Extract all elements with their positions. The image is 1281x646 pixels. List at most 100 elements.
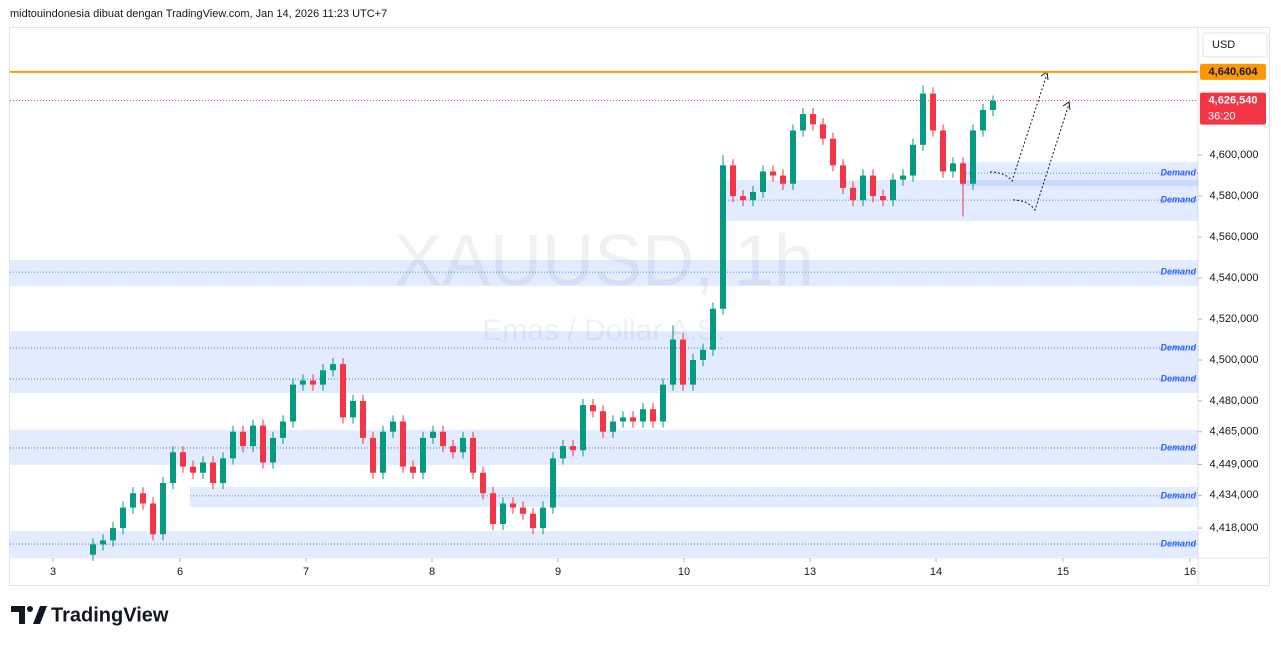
candle-body: [710, 308, 716, 350]
y-tick-label: 4,520,000: [1210, 313, 1259, 325]
candle-body: [530, 513, 536, 529]
candle-body: [970, 130, 976, 184]
candle-body: [290, 384, 296, 422]
candle-body: [860, 175, 866, 201]
candle-body: [310, 380, 316, 385]
candle-body: [630, 417, 636, 422]
candle-body: [410, 466, 416, 473]
y-tick-label: 4,560,000: [1210, 231, 1259, 243]
y-tick-label: 4,540,000: [1210, 272, 1259, 284]
candle-body: [300, 380, 306, 385]
zone-label: Demand: [1160, 538, 1196, 548]
candle-body: [450, 446, 456, 453]
candle-body: [320, 370, 326, 385]
plot-area: [10, 28, 1198, 558]
zone-label: Demand: [1160, 195, 1196, 205]
demand-zone: [725, 180, 1198, 222]
candle-body: [200, 462, 206, 473]
candle-body: [870, 175, 876, 197]
demand-zone: [190, 487, 1198, 507]
candle-body: [990, 100, 996, 110]
zone-label: Demand: [1160, 490, 1196, 500]
candle-body: [750, 191, 756, 201]
candle-body: [230, 431, 236, 459]
candle-body: [260, 425, 266, 463]
y-tick-label: 4,465,000: [1210, 426, 1259, 438]
target-label: 4,640,604: [1209, 66, 1259, 78]
x-tick-label: 7: [303, 566, 309, 578]
zone-label: Demand: [1160, 442, 1196, 452]
candle-body: [500, 503, 506, 524]
candle-body: [780, 175, 786, 184]
candle-body: [490, 493, 496, 524]
candle-body: [270, 437, 276, 463]
candle-body: [600, 411, 606, 432]
candle-body: [580, 405, 586, 451]
zone-label: Demand: [1160, 167, 1196, 177]
candle-body: [850, 187, 856, 201]
arrow: [989, 73, 1048, 183]
candle-body: [980, 109, 986, 131]
x-tick-label: 16: [1184, 566, 1196, 578]
x-tick-label: 10: [678, 566, 690, 578]
candle-body: [730, 165, 736, 197]
candle-body: [160, 482, 166, 535]
candle-body: [830, 138, 836, 166]
candle-body: [930, 93, 936, 131]
logo-mark: [11, 606, 25, 624]
arrow-head: [1062, 101, 1071, 111]
candle-body: [90, 544, 96, 555]
candle-body: [140, 493, 146, 504]
candle-body: [360, 401, 366, 438]
candle-body: [100, 540, 106, 545]
y-tick-label: 4,500,000: [1210, 354, 1259, 366]
brand-logo: TradingView: [11, 604, 169, 626]
x-tick-label: 9: [555, 566, 561, 578]
candle-body: [590, 405, 596, 412]
frame: [9, 27, 1270, 586]
candle-body: [610, 421, 616, 432]
brand: TradingView: [51, 604, 169, 626]
candle-body: [670, 339, 676, 385]
candle-body: [220, 458, 226, 483]
demand-zone: [10, 260, 1198, 287]
candle-body: [400, 421, 406, 467]
logo-mark: [33, 606, 47, 624]
candle-body: [250, 425, 256, 447]
candle-body: [350, 401, 356, 418]
x-tick-label: 14: [930, 566, 942, 578]
candle-body: [700, 349, 706, 361]
candle-body: [890, 179, 896, 201]
candle-body: [920, 93, 926, 145]
candle-body: [880, 196, 886, 201]
y-tick-label: 4,449,000: [1210, 458, 1259, 470]
candle-body: [640, 409, 646, 422]
candle-body: [470, 437, 476, 473]
candle-body: [390, 421, 396, 432]
arrow: [1012, 103, 1070, 212]
candle-body: [120, 507, 126, 529]
candle-body: [150, 503, 156, 535]
candle-body: [380, 431, 386, 473]
price-label-box: [1200, 92, 1266, 125]
candle-body: [110, 528, 116, 541]
candle-body: [210, 462, 216, 483]
target-label-box: [1200, 63, 1266, 80]
watermark: XAUUSD, 1h Emas / Dollar A.S.: [394, 221, 814, 347]
currency-box[interactable]: [1202, 32, 1268, 58]
candle-body: [370, 437, 376, 473]
price-label: 4,626,540: [1209, 95, 1258, 107]
candle-body: [840, 165, 846, 188]
candle-body: [940, 130, 946, 172]
candle-body: [430, 431, 436, 438]
x-tick-label: 6: [177, 566, 183, 578]
candle-body: [340, 364, 346, 418]
candle-body: [510, 503, 516, 508]
y-tick-label: 4,580,000: [1210, 190, 1259, 202]
candle-body: [650, 409, 656, 422]
candle-body: [190, 466, 196, 473]
x-tick-label: 8: [429, 566, 435, 578]
demand-zone: [10, 429, 1198, 465]
candle-body: [540, 507, 546, 529]
